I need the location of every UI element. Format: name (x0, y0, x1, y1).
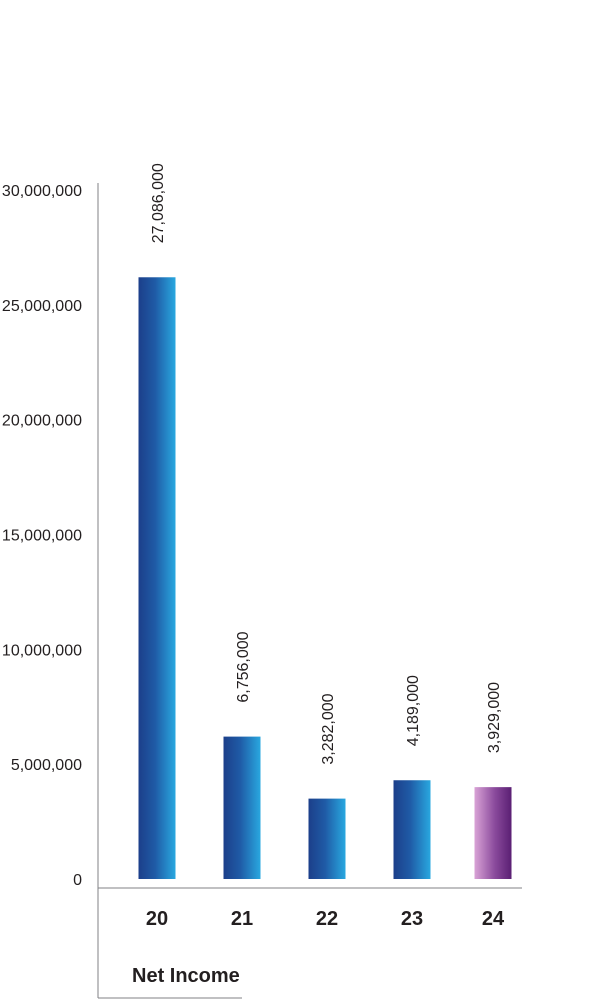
y-axis: 0 5,000,000 10,000,000 15,000,000 20,000,000… (2, 183, 99, 889)
x-tick-label: 24 (482, 908, 505, 930)
y-tick-label: 20,000,000 (2, 413, 82, 430)
y-tick-label: 10,000,000 (2, 642, 82, 659)
y-tick-label: 15,000,000 (2, 528, 82, 545)
y-tick-label: 25,000,000 (2, 298, 82, 315)
bars (138, 277, 512, 880)
y-tick-label: 0 (73, 872, 82, 889)
x-tick-label: 21 (231, 908, 253, 930)
bar-21 (223, 736, 261, 879)
data-labels: 27,086,000 6,756,000 3,282,000 4,189,000 3,9… (150, 163, 503, 765)
bar-24 (474, 787, 512, 879)
x-axis: 20 21 22 23 24 (98, 887, 522, 930)
data-label-22: 3,282,000 (320, 693, 337, 764)
x-tick-label: 20 (146, 908, 168, 930)
x-tick-label: 22 (316, 908, 338, 930)
x-tick-label: 23 (401, 908, 423, 930)
chart-caption: Net Income (132, 965, 240, 987)
bar-22 (308, 798, 346, 879)
y-tick-label: 30,000,000 (2, 183, 82, 200)
data-label-24: 3,929,000 (486, 682, 503, 753)
data-label-23: 4,189,000 (405, 675, 422, 746)
y-tick-label: 5,000,000 (11, 757, 82, 774)
data-label-20: 27,086,000 (150, 163, 167, 243)
data-label-21: 6,756,000 (235, 631, 252, 702)
bar-23 (393, 780, 431, 879)
caption-frame: Net Income (97, 888, 242, 999)
bar-20 (138, 277, 176, 880)
